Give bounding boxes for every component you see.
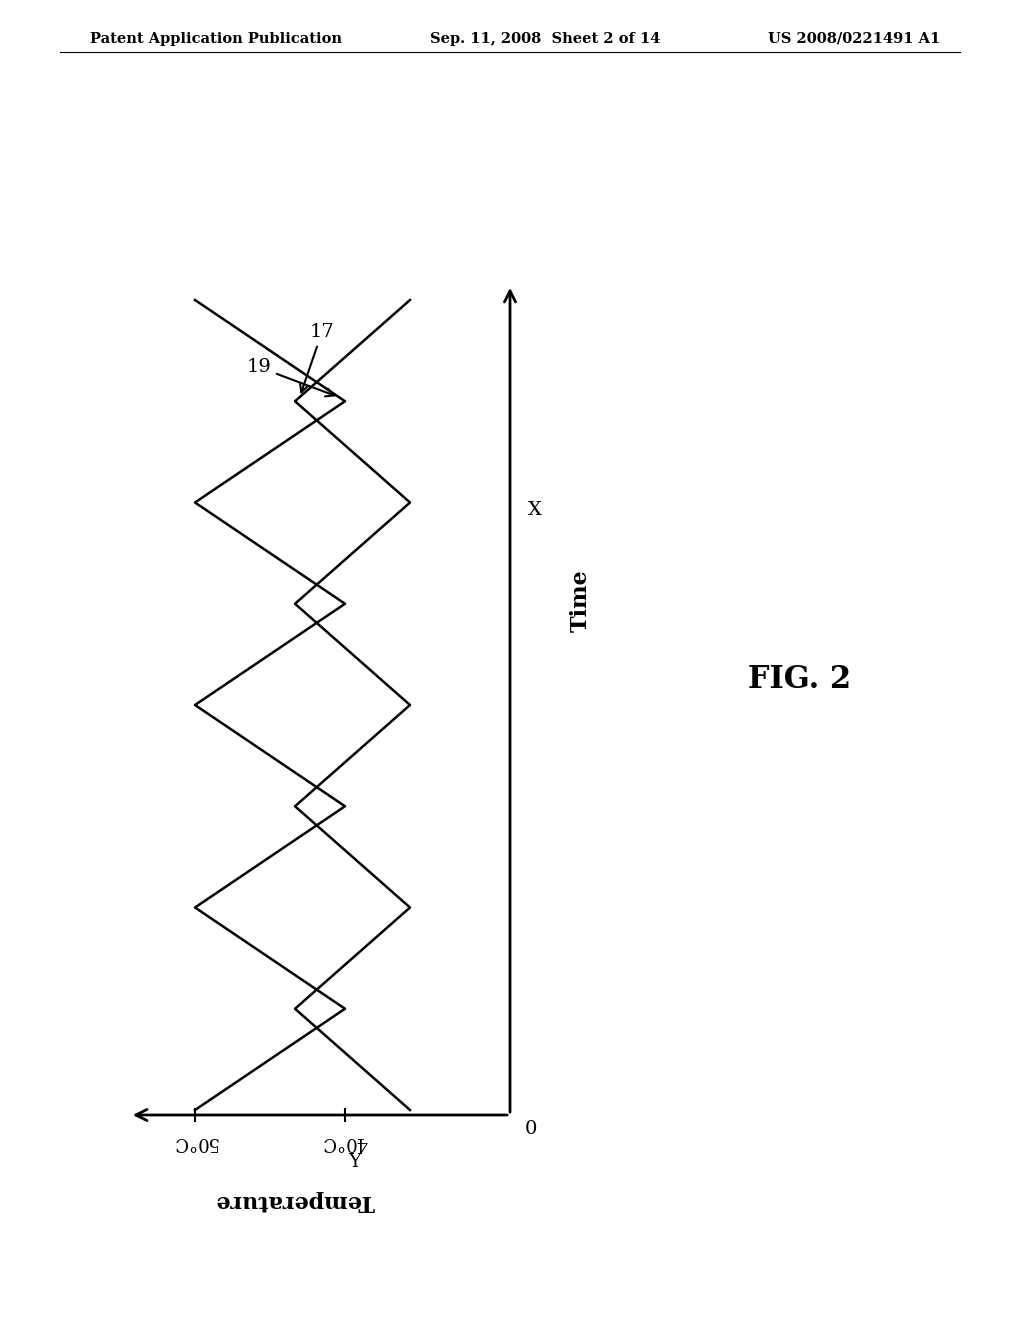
- Text: 50°C: 50°C: [172, 1133, 218, 1151]
- Text: Y: Y: [348, 1152, 361, 1171]
- Text: 0: 0: [525, 1119, 538, 1138]
- Text: Patent Application Publication: Patent Application Publication: [90, 32, 342, 46]
- Text: FIG. 2: FIG. 2: [749, 664, 852, 696]
- Text: 40°C: 40°C: [323, 1133, 368, 1151]
- Text: US 2008/0221491 A1: US 2008/0221491 A1: [768, 32, 940, 46]
- Text: Sep. 11, 2008  Sheet 2 of 14: Sep. 11, 2008 Sheet 2 of 14: [430, 32, 660, 46]
- Text: 17: 17: [300, 323, 335, 392]
- Text: X: X: [528, 502, 542, 519]
- Text: Temperature: Temperature: [215, 1191, 375, 1212]
- Text: 19: 19: [247, 358, 334, 396]
- Text: Time: Time: [570, 569, 592, 632]
